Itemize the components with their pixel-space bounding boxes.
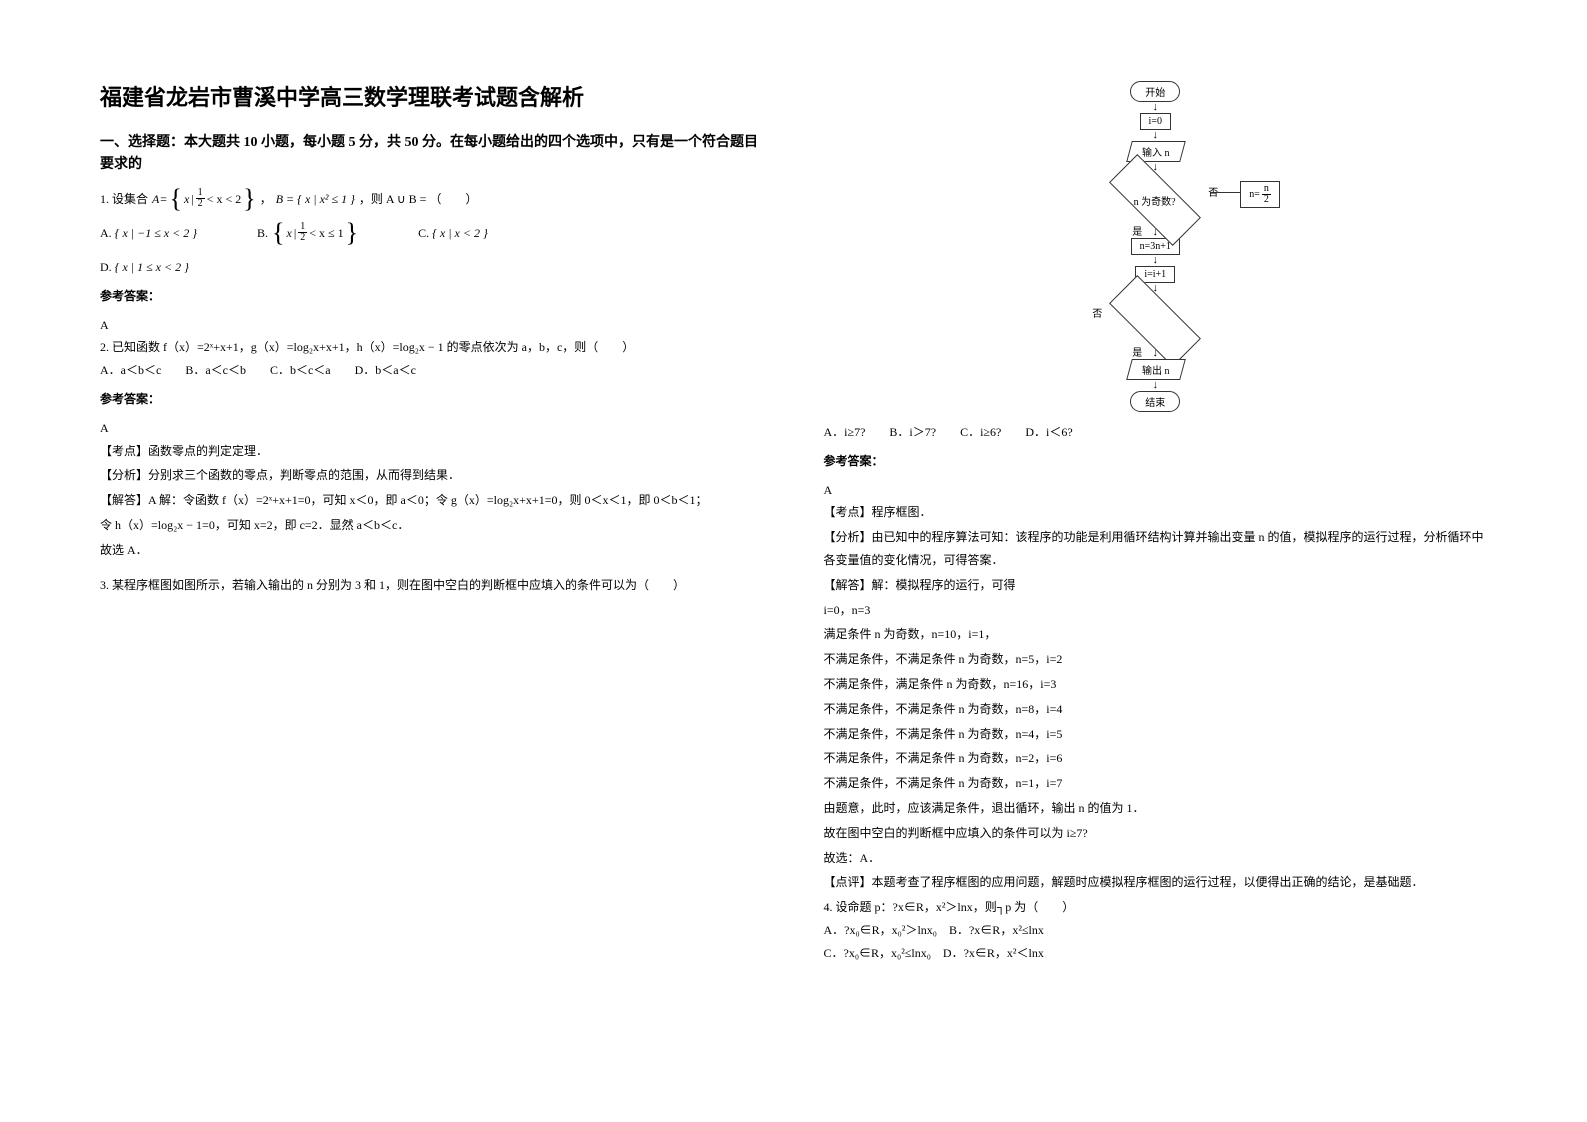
q3-sol-10: 故在图中空白的判断框中应填入的条件可以为 i≥7? <box>824 822 1488 845</box>
q2-answer: A <box>100 417 764 440</box>
q1-answer: A <box>100 314 764 337</box>
q4-choiceAB: A．?x₀∈R，x₀²＞lnx₀ B．?x∈R，x²≤lnx <box>824 919 1488 942</box>
fc-output: 输出 n <box>1126 359 1185 380</box>
q1-choiceC: C. { x | x < 2 } <box>418 221 488 245</box>
fc-init: i=0 <box>1140 113 1171 130</box>
right-column: 开始 ↓ i=0 ↓ 输入 n ↓ n 为奇数? 否 是 n= n 2 ↓ n=… <box>824 80 1488 1082</box>
q3-sol-2: 满足条件 n 为奇数，n=10，i=1， <box>824 623 1488 646</box>
q1-suffix: ，则 A ∪ B = （ ） <box>359 187 478 211</box>
arrow-icon: ↓ <box>1153 130 1159 141</box>
q3-sol-6: 不满足条件，不满足条件 n 为奇数，n=4，i=5 <box>824 723 1488 746</box>
q4-choiceCD: C．?x₀∈R，x₀²≤lnx₀ D．?x∈R，x²＜lnx <box>824 942 1488 965</box>
q1-choices-row1: A. { x | −1 ≤ x < 2 } B. { x | 1 2 < x ≤… <box>100 221 764 245</box>
fc-label-yes2: 是 <box>1132 344 1142 359</box>
page-title: 福建省龙岩市曹溪中学高三数学理联考试题含解析 <box>100 80 764 112</box>
q1-choiceD: D. { x | 1 ≤ x < 2 } <box>100 255 189 279</box>
fc-label-no2: 否 <box>1092 305 1102 320</box>
arrow-icon: ↓ <box>1153 380 1159 391</box>
q3-sol-0: 【解答】解：模拟程序的运行，可得 <box>824 574 1488 597</box>
q1-choiceA: A. { x | −1 ≤ x < 2 } <box>100 221 197 245</box>
q1-choiceB: B. { x | 1 2 < x ≤ 1 } <box>257 221 358 245</box>
q3-comment: 【点评】本题考查了程序框图的应用问题，解题时应模拟程序框图的运行过程，以便得出正… <box>824 871 1488 894</box>
answer-label-1: 参考答案： <box>100 285 764 308</box>
q1-setA: A= { x | 1 2 < x < 2 } <box>152 187 256 211</box>
q3-sol-1: i=0，n=3 <box>824 599 1488 622</box>
q3-choices: A．i≥7? B．i＞7? C．i≥6? D．i＜6? <box>824 421 1488 444</box>
arrow-icon: ↓ <box>1153 102 1159 113</box>
flowchart: 开始 ↓ i=0 ↓ 输入 n ↓ n 为奇数? 否 是 n= n 2 ↓ n=… <box>1025 80 1285 413</box>
q3-sol-7: 不满足条件，不满足条件 n 为奇数，n=2，i=6 <box>824 747 1488 770</box>
q3-analysis: 【分析】由已知中的程序算法可知：该程序的功能是利用循环结构计算并输出变量 n 的… <box>824 526 1488 572</box>
q2-sol3: 故选 A． <box>100 539 764 562</box>
fc-label-yes: 是 <box>1132 223 1142 238</box>
q3-answer: A <box>824 479 1488 502</box>
q3-topic: 【考点】程序框图． <box>824 501 1488 524</box>
q3-sol-9: 由题意，此时，应该满足条件，退出循环，输出 n 的值为 1． <box>824 797 1488 820</box>
answer-label-2: 参考答案： <box>100 388 764 411</box>
q3-sol-8: 不满足条件，不满足条件 n 为奇数，n=1，i=7 <box>824 772 1488 795</box>
q1-setB: B = { x | x² ≤ 1 } <box>276 187 355 211</box>
q3-stem: 3. 某程序框图如图所示，若输入输出的 n 分别为 3 和 1，则在图中空白的判… <box>100 574 764 597</box>
q2-sol1: 【解答】A 解：令函数 f（x）=2ˣ+x+1=0，可知 x＜0，即 a＜0；令… <box>100 489 764 512</box>
q1-choices-row2: D. { x | 1 ≤ x < 2 } <box>100 255 764 279</box>
q3-sol-5: 不满足条件，不满足条件 n 为奇数，n=8，i=4 <box>824 698 1488 721</box>
q3-sol-11: 故选：A． <box>824 847 1488 870</box>
q2-stem: 2. 已知函数 f（x）=2ˣ+x+1，g（x）=log₂x+x+1，h（x）=… <box>100 336 764 359</box>
q2-choices: A．a＜b＜c B．a＜c＜b C．b＜c＜a D．b＜a＜c <box>100 359 764 382</box>
q1-stem: 1. 设集合 A= { x | 1 2 < x < 2 } ， B = { x … <box>100 187 764 211</box>
q3-sol-3: 不满足条件，不满足条件 n 为奇数，n=5，i=2 <box>824 648 1488 671</box>
fc-start: 开始 <box>1130 81 1180 102</box>
q2-sol2: 令 h（x）=log₂x − 1=0，可知 x=2，即 c=2．显然 a＜b＜c… <box>100 514 764 537</box>
q1-frac: 1 2 <box>196 188 205 209</box>
section-heading: 一、选择题：本大题共 10 小题，每小题 5 分，共 50 分。在每小题给出的四… <box>100 132 764 177</box>
answer-label-3: 参考答案： <box>824 450 1488 473</box>
q3-sol-4: 不满足条件，满足条件 n 为奇数，n=16，i=3 <box>824 673 1488 696</box>
q2-analysis: 【分析】分别求三个函数的零点，判断零点的范围，从而得到结果． <box>100 464 764 487</box>
q1-prefix: 1. 设集合 <box>100 187 148 211</box>
q4-stem: 4. 设命题 p：?x∈R，x²＞lnx，则┐p 为（ ） <box>824 896 1488 919</box>
left-column: 福建省龙岩市曹溪中学高三数学理联考试题含解析 一、选择题：本大题共 10 小题，… <box>100 80 764 1082</box>
arrow-icon: ↓ <box>1153 255 1159 266</box>
q2-topic: 【考点】函数零点的判定定理． <box>100 440 764 463</box>
fc-end: 结束 <box>1130 391 1180 412</box>
